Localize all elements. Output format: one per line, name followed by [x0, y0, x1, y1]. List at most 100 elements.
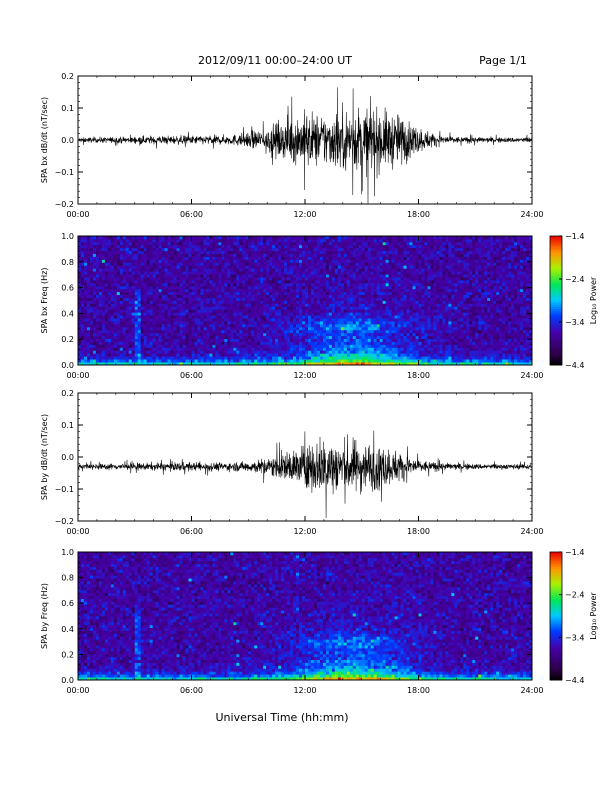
heatmap-cell [153, 262, 156, 265]
heatmap-cell [105, 280, 108, 283]
heatmap-cell [278, 318, 281, 321]
heatmap-cell [407, 350, 410, 353]
heatmap-cell [269, 268, 272, 271]
heatmap-cell [212, 306, 215, 309]
heatmap-cell [341, 242, 344, 245]
heatmap-cell [147, 283, 150, 286]
heatmap-cell [96, 309, 99, 312]
heatmap-cell [93, 262, 96, 265]
heatmap-cell [383, 262, 386, 265]
heatmap-cell [221, 271, 224, 274]
heatmap-cell [117, 330, 120, 333]
heatmap-cell [383, 333, 386, 336]
heatmap-cell [132, 274, 135, 277]
heatmap-cell [290, 309, 293, 312]
heatmap-cell [359, 315, 362, 318]
heatmap-cell [81, 239, 84, 242]
heatmap-cell [332, 315, 335, 318]
heatmap-cell [186, 254, 189, 257]
heatmap-cell [162, 333, 165, 336]
heatmap-cell [84, 268, 87, 271]
heatmap-cell [365, 251, 368, 254]
heatmap-cell [329, 280, 332, 283]
heatmap-cell [293, 248, 296, 251]
heatmap-cell [311, 242, 314, 245]
heatmap-cell [168, 242, 171, 245]
heatmap-cell [260, 339, 263, 342]
heatmap-cell [153, 339, 156, 342]
heatmap-cell [383, 324, 386, 327]
heatmap-cell [371, 330, 374, 333]
heatmap-cell [326, 242, 329, 245]
heatmap-cell [260, 277, 263, 280]
heatmap-cell [380, 324, 383, 327]
heatmap-cell [254, 339, 257, 342]
heatmap-cell [206, 298, 209, 301]
heatmap-cell [90, 309, 93, 312]
heatmap-cell [356, 321, 359, 324]
heatmap-cell [380, 330, 383, 333]
heatmap-cell [141, 347, 144, 350]
heatmap-cell [206, 339, 209, 342]
heatmap-cell [194, 265, 197, 268]
heatmap-cell [96, 274, 99, 277]
heatmap-cell [165, 359, 168, 362]
heatmap-cell [206, 350, 209, 353]
heatmap-cell [203, 286, 206, 289]
heatmap-cell [374, 271, 377, 274]
heatmap-cell [368, 315, 371, 318]
heatmap-cell [218, 239, 221, 242]
heatmap-cell [165, 330, 168, 333]
heatmap-cell [368, 318, 371, 321]
heatmap-cell [377, 257, 380, 260]
heatmap-cell [108, 274, 111, 277]
heatmap-cell [105, 257, 108, 260]
heatmap-cell [407, 283, 410, 286]
heatmap-cell [380, 274, 383, 277]
heatmap-cell [84, 327, 87, 330]
heatmap-cell [117, 289, 120, 292]
heatmap-cell [314, 295, 317, 298]
heatmap-cell [266, 312, 269, 315]
heatmap-cell [218, 309, 221, 312]
heatmap-cell [233, 242, 236, 245]
heatmap-cell [281, 324, 284, 327]
heatmap-cell [290, 339, 293, 342]
heatmap-cell [81, 271, 84, 274]
heatmap-cell [383, 295, 386, 298]
heatmap-cell [359, 347, 362, 350]
heatmap-cell [93, 265, 96, 268]
heatmap-cell [305, 350, 308, 353]
heatmap-cell [251, 277, 254, 280]
heatmap-cell [395, 239, 398, 242]
heatmap-cell [362, 327, 365, 330]
heatmap-cell [183, 265, 186, 268]
heatmap-cell [260, 327, 263, 330]
heatmap-cell [380, 327, 383, 330]
heatmap-cell [293, 239, 296, 242]
heatmap-cell [308, 257, 311, 260]
heatmap-cell [84, 265, 87, 268]
heatmap-cell [90, 303, 93, 306]
heatmap-cell [347, 359, 350, 362]
heatmap-cell [386, 298, 389, 301]
heatmap-cell [186, 330, 189, 333]
heatmap-cell [254, 262, 257, 265]
heatmap-cell [242, 254, 245, 257]
heatmap-cell [165, 327, 168, 330]
heatmap-cell [242, 298, 245, 301]
heatmap-cell [317, 321, 320, 324]
heatmap-cell [230, 324, 233, 327]
heatmap-cell [111, 321, 114, 324]
heatmap-cell [171, 262, 174, 265]
heatmap-cell [281, 289, 284, 292]
heatmap-cell [254, 268, 257, 271]
heatmap-cell [404, 245, 407, 248]
heatmap-cell [153, 295, 156, 298]
heatmap-cell [287, 268, 290, 271]
heatmap-cell [114, 353, 117, 356]
heatmap-cell [293, 295, 296, 298]
heatmap-cell [290, 347, 293, 350]
heatmap-cell [293, 259, 296, 262]
heatmap-cell [326, 289, 329, 292]
